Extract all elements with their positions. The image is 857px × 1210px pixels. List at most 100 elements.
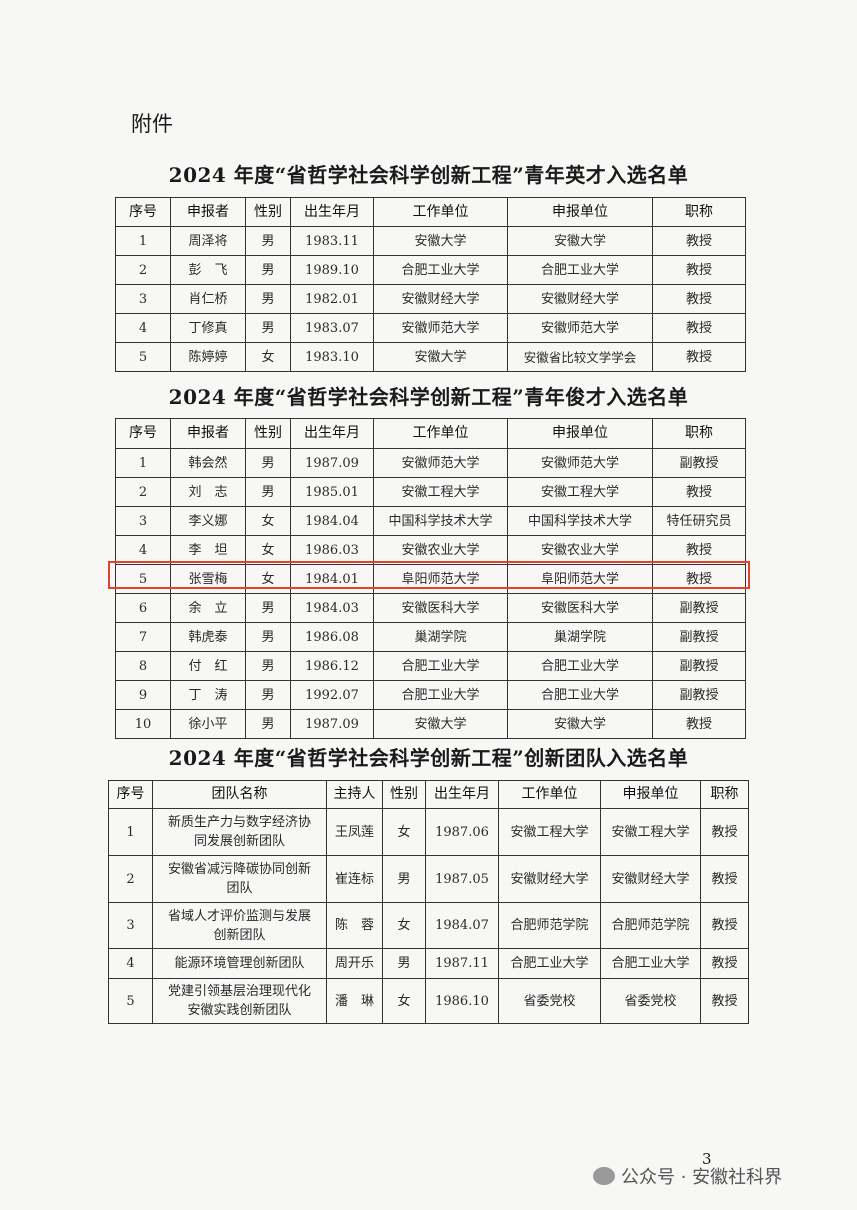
table-cell: 安徽大学 <box>373 342 508 372</box>
table-cell: 安徽财经大学 <box>373 284 508 314</box>
table-cell: 刘 志 <box>170 477 246 507</box>
table-cell: 男 <box>245 226 291 256</box>
table-cell: 安徽大学 <box>373 226 508 256</box>
column-header: 性别 <box>382 780 426 809</box>
table-cell: 安徽师范大学 <box>373 313 508 343</box>
watermark-text: 公众号 · 安徽社科界 <box>621 1167 783 1188</box>
table-cell: 安徽工程大学 <box>507 477 653 507</box>
watermark: 公众号 · 安徽社科界 <box>593 1163 782 1189</box>
table-row: 3 省域人才评价监测与发展创新团队陈 蓉女 1984.07 合肥师范学院 合肥师范学院教… <box>108 902 749 949</box>
table-cell: 副教授 <box>652 593 746 623</box>
table-cell: 10 <box>115 709 171 739</box>
table-cell: 教授 <box>652 477 746 507</box>
column-header: 序号 <box>115 197 171 227</box>
table-cell: 1987.11 <box>425 948 499 979</box>
table-cell: 张雪梅 <box>170 564 246 594</box>
column-header: 序号 <box>115 418 171 449</box>
header-row: 序号 申报者 性别 出生年月 工作单位 申报单位 职称 <box>115 197 746 227</box>
table-cell: 中国科学技术大学 <box>507 506 653 536</box>
table-cell: 合肥师范学院 <box>600 902 701 949</box>
table-cell: 安徽大学 <box>373 709 508 739</box>
table-cell: 陈 蓉 <box>326 902 383 949</box>
table-cell: 安徽医科大学 <box>507 593 653 623</box>
table-cell: 合肥工业大学 <box>498 948 601 979</box>
column-header: 工作单位 <box>373 418 508 449</box>
column-header: 职称 <box>700 780 749 809</box>
table-cell: 副教授 <box>652 680 746 710</box>
table-cell: 安徽财经大学 <box>498 855 601 903</box>
table-cell: 2 <box>115 477 171 507</box>
table-cell: 副教授 <box>652 651 746 681</box>
column-header: 主持人 <box>326 780 383 809</box>
table-cell: 安徽工程大学 <box>373 477 508 507</box>
table-cell: 1 <box>115 448 171 478</box>
table-cell: 男 <box>245 593 291 623</box>
table-cell: 3 <box>115 506 171 536</box>
column-header: 团队名称 <box>152 780 327 809</box>
table-cell: 教授 <box>652 255 746 285</box>
table-cell: 9 <box>115 680 171 710</box>
table-row: 4 丁修真男 1983.07 安徽师范大学 安徽师范大学 教授 <box>115 313 746 343</box>
table-cell: 周开乐 <box>326 948 383 979</box>
table-cell: 合肥工业大学 <box>373 680 508 710</box>
table-cell: 教授 <box>700 978 749 1024</box>
table-row: 4 能源环境管理创新团队 周开乐男 1987.11 合肥工业大学 合肥工业大学 教授 <box>108 948 749 979</box>
youth-talent-table: 序号 申报者 性别 出生年月 工作单位 申报单位 职称 1 周泽将男 1983.11 安徽大学 安徽大… <box>115 197 746 372</box>
table-cell: 1984.04 <box>290 506 374 536</box>
table-cell: 安徽财经大学 <box>507 284 653 314</box>
table-cell: 4 <box>115 313 171 343</box>
table-cell: 教授 <box>652 226 746 256</box>
table-cell: 1987.06 <box>425 808 499 856</box>
column-header: 工作单位 <box>373 197 508 227</box>
table-cell: 7 <box>115 622 171 652</box>
table-cell: 余 立 <box>170 593 246 623</box>
table-cell: 能源环境管理创新团队 <box>152 948 327 979</box>
table-cell: 1989.10 <box>290 255 374 285</box>
highlight-box <box>108 561 750 589</box>
table-cell: 副教授 <box>652 448 746 478</box>
table-cell: 韩虎泰 <box>170 622 246 652</box>
table-cell: 安徽农业大学 <box>507 535 653 565</box>
table-row: 1 韩会然男 1987.09 安徽师范大学 安徽师范大学 副教授 <box>115 448 746 478</box>
header-row: 序号 团队名称 主持人 性别 出生年月 工作单位 申报单位 职称 <box>108 780 749 809</box>
column-header: 职称 <box>652 197 746 227</box>
table-cell: 省委党校 <box>600 978 701 1024</box>
table-cell: 丁 涛 <box>170 680 246 710</box>
table-row: 5 陈婷婷女 1983.10 安徽大学 安徽省比较文学学会 教授 <box>115 342 746 372</box>
table-cell: 女 <box>382 978 426 1024</box>
table-cell: 6 <box>115 593 171 623</box>
table-cell: 省委党校 <box>498 978 601 1024</box>
table-cell: 1986.12 <box>290 651 374 681</box>
table-cell: 1 <box>115 226 171 256</box>
column-header: 出生年月 <box>425 780 499 809</box>
table-cell: 徐小平 <box>170 709 246 739</box>
table-cell: 男 <box>245 680 291 710</box>
table-cell: 1985.01 <box>290 477 374 507</box>
table-cell: 1986.03 <box>290 535 374 565</box>
table-cell: 女 <box>245 564 291 594</box>
column-header: 工作单位 <box>498 780 601 809</box>
table-cell: 教授 <box>652 284 746 314</box>
table-cell: 安徽财经大学 <box>600 855 701 903</box>
table-cell: 5 <box>115 342 171 372</box>
table-cell: 教授 <box>652 709 746 739</box>
table-title-youth-talent: 2024 年度“省哲学社会科学创新工程”青年英才入选名单 <box>168 163 689 187</box>
table-cell: 1987.09 <box>290 709 374 739</box>
column-header: 性别 <box>245 197 291 227</box>
table-cell: 合肥工业大学 <box>373 651 508 681</box>
column-header: 申报单位 <box>507 197 653 227</box>
table-cell: 1986.10 <box>425 978 499 1024</box>
table-cell: 韩会然 <box>170 448 246 478</box>
table-cell: 女 <box>382 902 426 949</box>
table-cell: 男 <box>245 622 291 652</box>
table-cell: 付 红 <box>170 651 246 681</box>
page-number: 3 <box>702 1150 712 1168</box>
table-row: 1 周泽将男 1983.11 安徽大学 安徽大学 教授 <box>115 226 746 256</box>
table-row: 2 安徽省减污降碳协同创新团队 崔连标男 1987.05 安徽财经大学 安徽财经大学 教授 <box>108 855 749 903</box>
table-cell: 女 <box>245 506 291 536</box>
table-cell: 教授 <box>652 313 746 343</box>
